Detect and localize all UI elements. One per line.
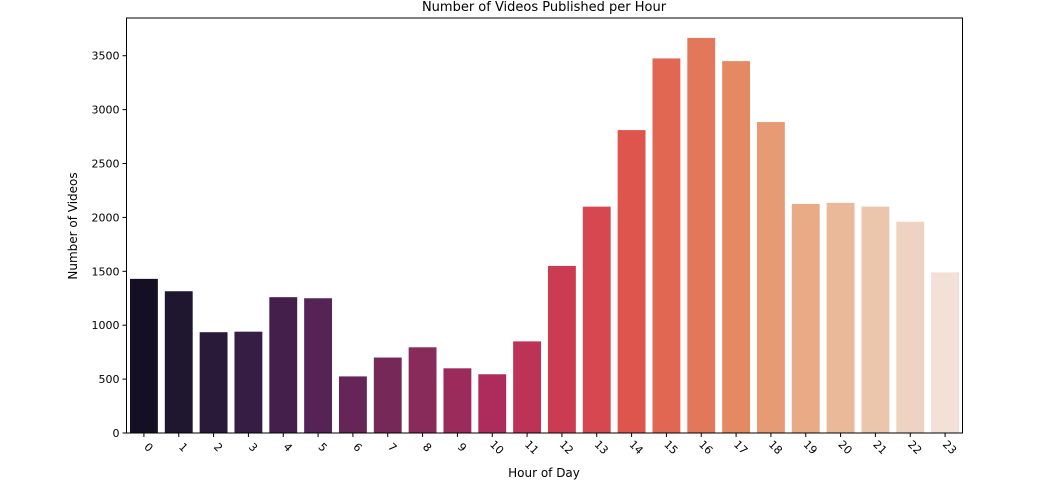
- x-tick-label: 19: [801, 438, 820, 457]
- x-tick-label: 14: [627, 438, 646, 457]
- x-tick-label: 8: [420, 440, 434, 454]
- x-tick-label: 15: [661, 438, 680, 457]
- bar-hour-15: [652, 58, 681, 434]
- x-tick-label: 22: [905, 438, 924, 457]
- x-tick-label: 9: [455, 440, 469, 454]
- bar-hour-12: [547, 265, 576, 433]
- bar-hour-9: [443, 368, 472, 433]
- bar-hour-11: [513, 341, 542, 433]
- bar-hour-2: [199, 332, 228, 433]
- x-tick-label: 7: [385, 440, 399, 454]
- bar-hour-0: [129, 278, 158, 433]
- x-tick-label: 23: [940, 438, 959, 457]
- x-tick-label: 1: [176, 440, 190, 454]
- chart-title: Number of Videos Published per Hour: [422, 0, 667, 15]
- bar-hour-17: [722, 61, 751, 434]
- y-tick-label: 2000: [92, 211, 120, 224]
- bar-hour-7: [373, 357, 402, 433]
- bar-hour-5: [304, 298, 333, 433]
- bar-hour-13: [582, 206, 611, 433]
- x-tick-label: 4: [281, 440, 295, 454]
- bar-hour-8: [408, 347, 437, 433]
- bar-hour-18: [756, 122, 785, 434]
- bar-hour-1: [164, 291, 193, 433]
- x-tick-label: 11: [522, 438, 541, 457]
- x-tick-label: 12: [557, 438, 576, 457]
- x-tick-label: 6: [350, 440, 364, 454]
- y-tick-label: 3000: [92, 104, 120, 117]
- bar-hour-10: [478, 374, 507, 433]
- bar-hour-16: [687, 37, 716, 433]
- y-tick-label: 0: [113, 427, 120, 440]
- plot-frame: [126, 17, 963, 434]
- x-tick-label: 18: [766, 438, 785, 457]
- x-axis: 0 1 2 3 4 5 6 7 8 9 10 11 12 13 14 15 16 17 18 19 20 21 22 23: [141, 433, 959, 457]
- x-tick-label: 2: [211, 440, 225, 454]
- x-tick-label: 5: [315, 440, 329, 454]
- bar-hour-6: [338, 376, 367, 433]
- bar-hour-19: [791, 203, 820, 433]
- y-axis: 0 500 1000 1500 2000 2500 3000 3500: [92, 50, 127, 440]
- y-tick-label: 1000: [92, 319, 120, 332]
- x-axis-label: Hour of Day: [508, 466, 580, 480]
- bar-hour-23: [931, 272, 960, 433]
- bar-hour-4: [269, 297, 298, 433]
- bar-hour-22: [896, 221, 925, 433]
- x-tick-label: 16: [696, 438, 715, 457]
- x-tick-label: 17: [731, 438, 750, 457]
- x-tick-label: 20: [836, 438, 855, 457]
- x-tick-label: 21: [870, 438, 889, 457]
- bars-group: [129, 37, 960, 434]
- y-tick-label: 500: [99, 373, 120, 386]
- x-tick-label: 0: [141, 440, 155, 454]
- bar-hour-14: [617, 130, 646, 433]
- x-tick-label: 13: [592, 438, 611, 457]
- y-tick-label: 2500: [92, 158, 120, 171]
- bar-hour-20: [826, 202, 855, 433]
- x-tick-label: 10: [487, 438, 506, 457]
- x-tick-label: 3: [246, 440, 260, 454]
- y-axis-label: Number of Videos: [66, 172, 80, 279]
- y-tick-label: 1500: [92, 265, 120, 278]
- bar-hour-3: [234, 331, 263, 433]
- bar-hour-21: [861, 206, 890, 433]
- y-tick-label: 3500: [92, 50, 120, 63]
